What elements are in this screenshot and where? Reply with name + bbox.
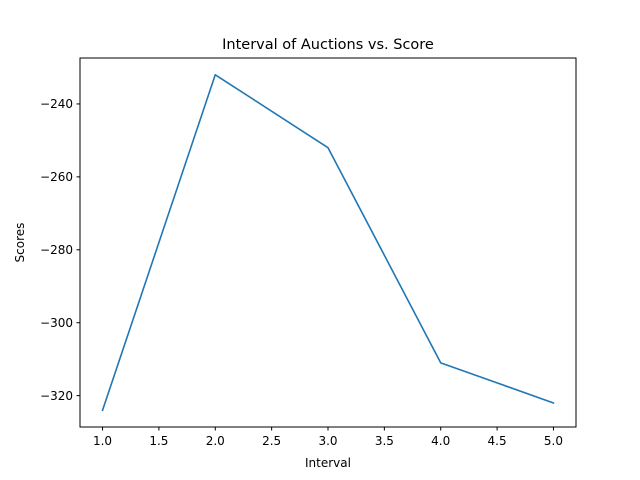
- x-tick-label: 1.0: [93, 434, 112, 448]
- x-tick-label: 4.0: [431, 434, 450, 448]
- x-axis-label: Interval: [305, 456, 351, 470]
- x-tick-label: 4.5: [488, 434, 507, 448]
- x-tick-label: 3.0: [318, 434, 337, 448]
- y-axis: −240 −260 −280 −300 −320: [40, 97, 80, 403]
- series-layer: [101, 73, 555, 412]
- x-tick-label: 5.0: [544, 434, 563, 448]
- y-tick-label: −240: [40, 97, 73, 111]
- x-tick-label: 3.5: [375, 434, 394, 448]
- series-line-0: [101, 73, 555, 412]
- chart-title: Interval of Auctions vs. Score: [222, 37, 434, 53]
- y-axis-label: Scores: [13, 223, 27, 263]
- x-tick-label: 2.0: [206, 434, 225, 448]
- y-tick-label: −300: [40, 316, 73, 330]
- plot-frame: [79, 57, 577, 428]
- y-tick-label: −320: [40, 389, 73, 403]
- y-tick-label: −280: [40, 243, 73, 257]
- x-tick-label: 1.5: [149, 434, 168, 448]
- x-axis: 1.0 1.5 2.0 2.5 3.0 3.5 4.0 4.5 5.0: [93, 427, 563, 448]
- y-tick-label: −260: [40, 170, 73, 184]
- x-tick-label: 2.5: [262, 434, 281, 448]
